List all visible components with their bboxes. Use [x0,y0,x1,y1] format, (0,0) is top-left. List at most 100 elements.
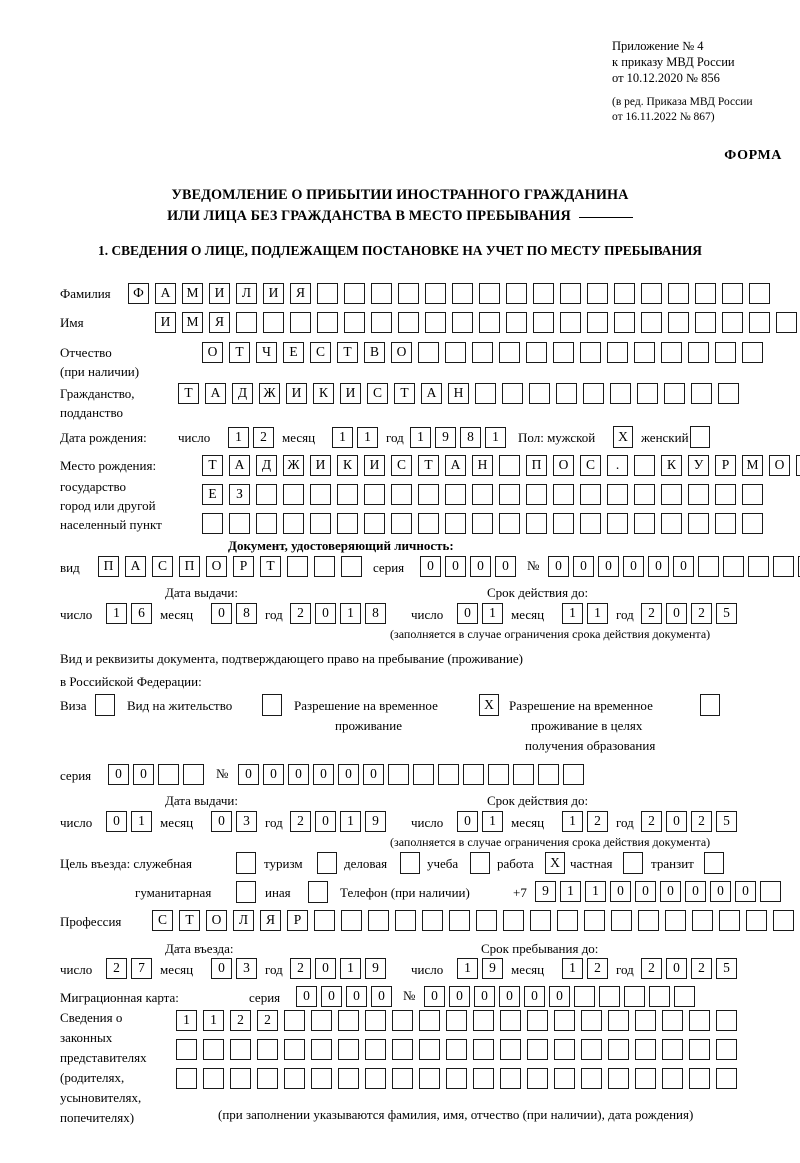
char-cell[interactable]: 1 [340,603,361,624]
char-cell[interactable]: 1 [585,881,606,902]
char-cell[interactable] [337,513,358,534]
char-cell[interactable] [158,764,179,785]
char-cell[interactable]: 0 [211,811,232,832]
char-cell[interactable]: И [340,383,361,404]
char-cell[interactable] [202,513,223,534]
char-cell[interactable]: А [155,283,176,304]
char-cell[interactable]: 0 [445,556,466,577]
char-cell[interactable] [599,986,620,1007]
char-cell[interactable]: 0 [548,556,569,577]
char-cell[interactable]: 9 [365,811,386,832]
purpose-private-checkbox[interactable] [623,852,643,874]
char-cell[interactable]: 0 [735,881,756,902]
char-cell[interactable]: Е [283,342,304,363]
char-cell[interactable]: 1 [106,603,127,624]
char-cell[interactable]: 1 [340,958,361,979]
char-cell[interactable] [371,312,392,333]
char-cell[interactable] [634,513,655,534]
char-cell[interactable] [527,1039,548,1060]
char-cell[interactable]: 2 [290,811,311,832]
char-cell[interactable] [529,383,550,404]
char-cell[interactable] [500,1039,521,1060]
char-cell[interactable] [344,312,365,333]
char-cell[interactable] [611,910,632,931]
char-cell[interactable] [773,910,794,931]
char-cell[interactable] [641,283,662,304]
char-cell[interactable]: 0 [666,958,687,979]
char-cell[interactable] [580,513,601,534]
char-cell[interactable] [446,1010,467,1031]
char-cell[interactable] [388,764,409,785]
char-cell[interactable] [760,881,781,902]
char-cell[interactable] [473,1010,494,1031]
char-cell[interactable] [344,283,365,304]
char-cell[interactable]: 0 [133,764,154,785]
char-cell[interactable] [688,484,709,505]
char-cell[interactable] [719,910,740,931]
char-cell[interactable] [746,910,767,931]
char-cell[interactable] [395,910,416,931]
char-cell[interactable]: С [580,455,601,476]
char-cell[interactable] [581,1039,602,1060]
char-cell[interactable]: 2 [587,811,608,832]
char-cell[interactable] [722,312,743,333]
char-cell[interactable] [742,484,763,505]
char-cell[interactable] [473,1039,494,1060]
char-cell[interactable] [256,484,277,505]
char-cell[interactable] [290,312,311,333]
char-cell[interactable]: 5 [716,811,737,832]
char-cell[interactable] [476,910,497,931]
sex-male-checkbox[interactable]: X [613,426,633,448]
char-cell[interactable] [365,1010,386,1031]
char-cell[interactable]: 5 [716,958,737,979]
char-cell[interactable]: А [205,383,226,404]
char-cell[interactable] [722,283,743,304]
char-cell[interactable] [554,1068,575,1089]
char-cell[interactable] [583,383,604,404]
char-cell[interactable] [649,986,670,1007]
char-cell[interactable]: Р [715,455,736,476]
char-cell[interactable] [203,1039,224,1060]
char-cell[interactable]: 0 [710,881,731,902]
char-cell[interactable]: 1 [332,427,353,448]
char-cell[interactable] [688,342,709,363]
char-cell[interactable]: 2 [106,958,127,979]
char-cell[interactable] [580,484,601,505]
char-cell[interactable]: И [209,283,230,304]
char-cell[interactable]: Л [236,283,257,304]
char-cell[interactable] [554,1010,575,1031]
char-cell[interactable]: 0 [211,603,232,624]
char-cell[interactable] [581,1068,602,1089]
char-cell[interactable] [475,383,496,404]
char-cell[interactable]: И [310,455,331,476]
char-cell[interactable]: И [286,383,307,404]
char-cell[interactable] [614,283,635,304]
char-cell[interactable]: 2 [641,958,662,979]
char-cell[interactable] [257,1039,278,1060]
char-cell[interactable] [479,283,500,304]
char-cell[interactable]: 0 [623,556,644,577]
char-cell[interactable]: 0 [549,986,570,1007]
char-cell[interactable] [716,1039,737,1060]
char-cell[interactable] [530,910,551,931]
char-cell[interactable] [472,484,493,505]
char-cell[interactable] [368,910,389,931]
legal-rep-row-3-grid[interactable] [176,1068,737,1089]
purpose-study-checkbox[interactable] [470,852,490,874]
char-cell[interactable]: 2 [641,603,662,624]
char-cell[interactable] [176,1068,197,1089]
char-cell[interactable]: 0 [457,603,478,624]
char-cell[interactable] [418,513,439,534]
char-cell[interactable] [798,556,800,577]
